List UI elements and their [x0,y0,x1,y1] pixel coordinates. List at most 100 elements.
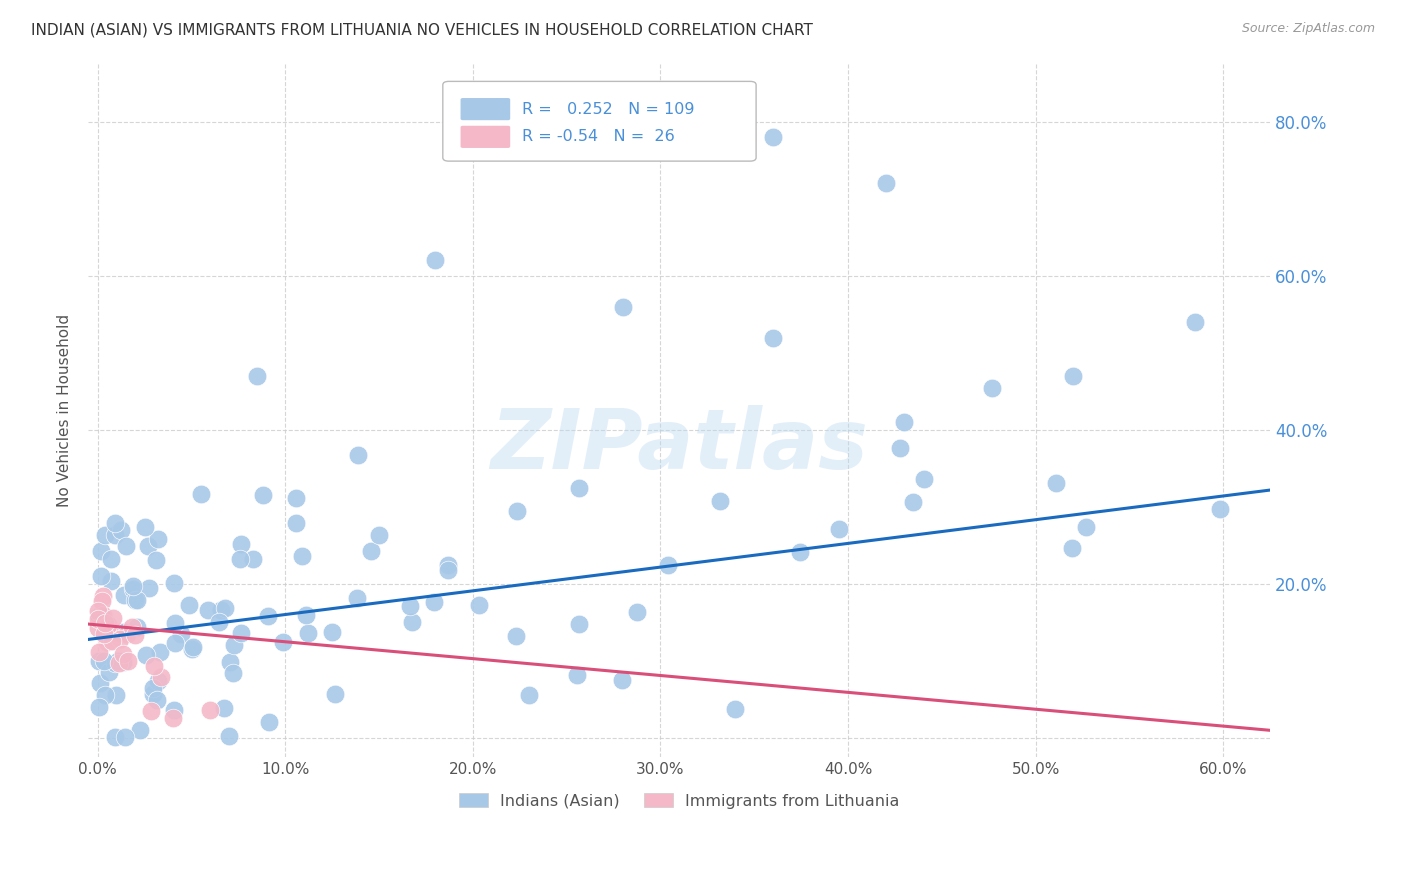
Point [100,551,122,566]
Legend: Indians (Asian), Immigrants from Lithuania: Indians (Asian), Immigrants from Lithuan… [453,787,905,815]
Point [517,688,540,702]
Point [297,626,319,640]
Point [257,609,280,624]
Point [209,602,232,616]
Point [912,471,935,485]
Point [121,620,143,634]
Text: INDIAN (ASIAN) VS IMMIGRANTS FROM LITHUANIA NO VEHICLES IN HOUSEHOLD CORRELATION: INDIAN (ASIAN) VS IMMIGRANTS FROM LITHUA… [31,22,813,37]
Point [425,253,447,268]
Point [222,638,245,652]
Point [724,701,747,715]
Point [568,481,591,495]
Point [1184,315,1206,329]
Point [89,609,111,624]
Point [87,621,110,635]
Point [101,633,124,648]
Point [360,543,382,558]
Point [105,689,128,703]
Point [104,656,127,670]
Point [285,491,308,505]
Point [94,688,117,702]
Point [91,608,114,623]
Point [252,488,274,502]
Point [229,551,252,566]
Point [89,676,111,690]
Point [789,545,811,559]
Point [89,645,111,659]
Point [181,640,204,654]
Point [875,177,897,191]
Point [142,659,165,673]
Point [325,687,347,701]
Point [127,620,149,634]
Point [242,552,264,566]
Point [93,627,115,641]
Point [165,615,187,630]
Point [108,656,131,670]
Point [89,654,111,668]
Point [97,617,120,632]
Point [108,625,131,640]
Point [229,626,252,640]
Point [212,701,235,715]
Point [612,300,634,314]
Point [142,687,165,701]
Point [91,589,114,603]
Point [398,599,420,614]
Point [112,588,135,602]
Point [981,380,1004,394]
Point [198,703,221,717]
Point [229,537,252,551]
Text: Source: ZipAtlas.com: Source: ZipAtlas.com [1241,22,1375,36]
Point [197,603,219,617]
Point [117,627,139,641]
Point [114,539,136,553]
Point [97,623,120,637]
Point [127,593,149,607]
Point [162,711,184,725]
Point [346,591,368,606]
Point [122,582,145,596]
Point [94,616,117,631]
Point [218,656,240,670]
Point [437,558,460,572]
Point [346,448,368,462]
Point [124,627,146,641]
Point [1045,475,1067,490]
FancyBboxPatch shape [461,98,510,120]
Point [93,654,115,668]
Point [101,611,124,625]
Point [1062,541,1084,556]
Point [90,594,112,608]
FancyBboxPatch shape [443,81,756,161]
Point [135,648,157,662]
Point [129,723,152,737]
Point [112,647,135,661]
Point [163,636,186,650]
Point [422,595,444,609]
Point [122,579,145,593]
Point [150,670,173,684]
Point [367,527,389,541]
FancyBboxPatch shape [461,126,510,148]
Point [1074,520,1097,534]
Point [291,549,314,563]
Point [142,681,165,696]
Point [146,693,169,707]
Point [626,605,648,619]
Point [222,665,245,680]
Point [762,330,785,344]
Point [87,612,110,626]
Point [214,600,236,615]
Text: ZIPatlas: ZIPatlas [491,405,868,486]
Point [190,487,212,501]
Point [124,593,146,607]
Point [612,673,634,687]
Point [148,532,170,546]
Point [114,731,136,745]
Point [139,704,162,718]
Point [506,504,529,518]
Point [93,624,115,638]
Point [828,522,851,536]
Point [87,604,110,618]
